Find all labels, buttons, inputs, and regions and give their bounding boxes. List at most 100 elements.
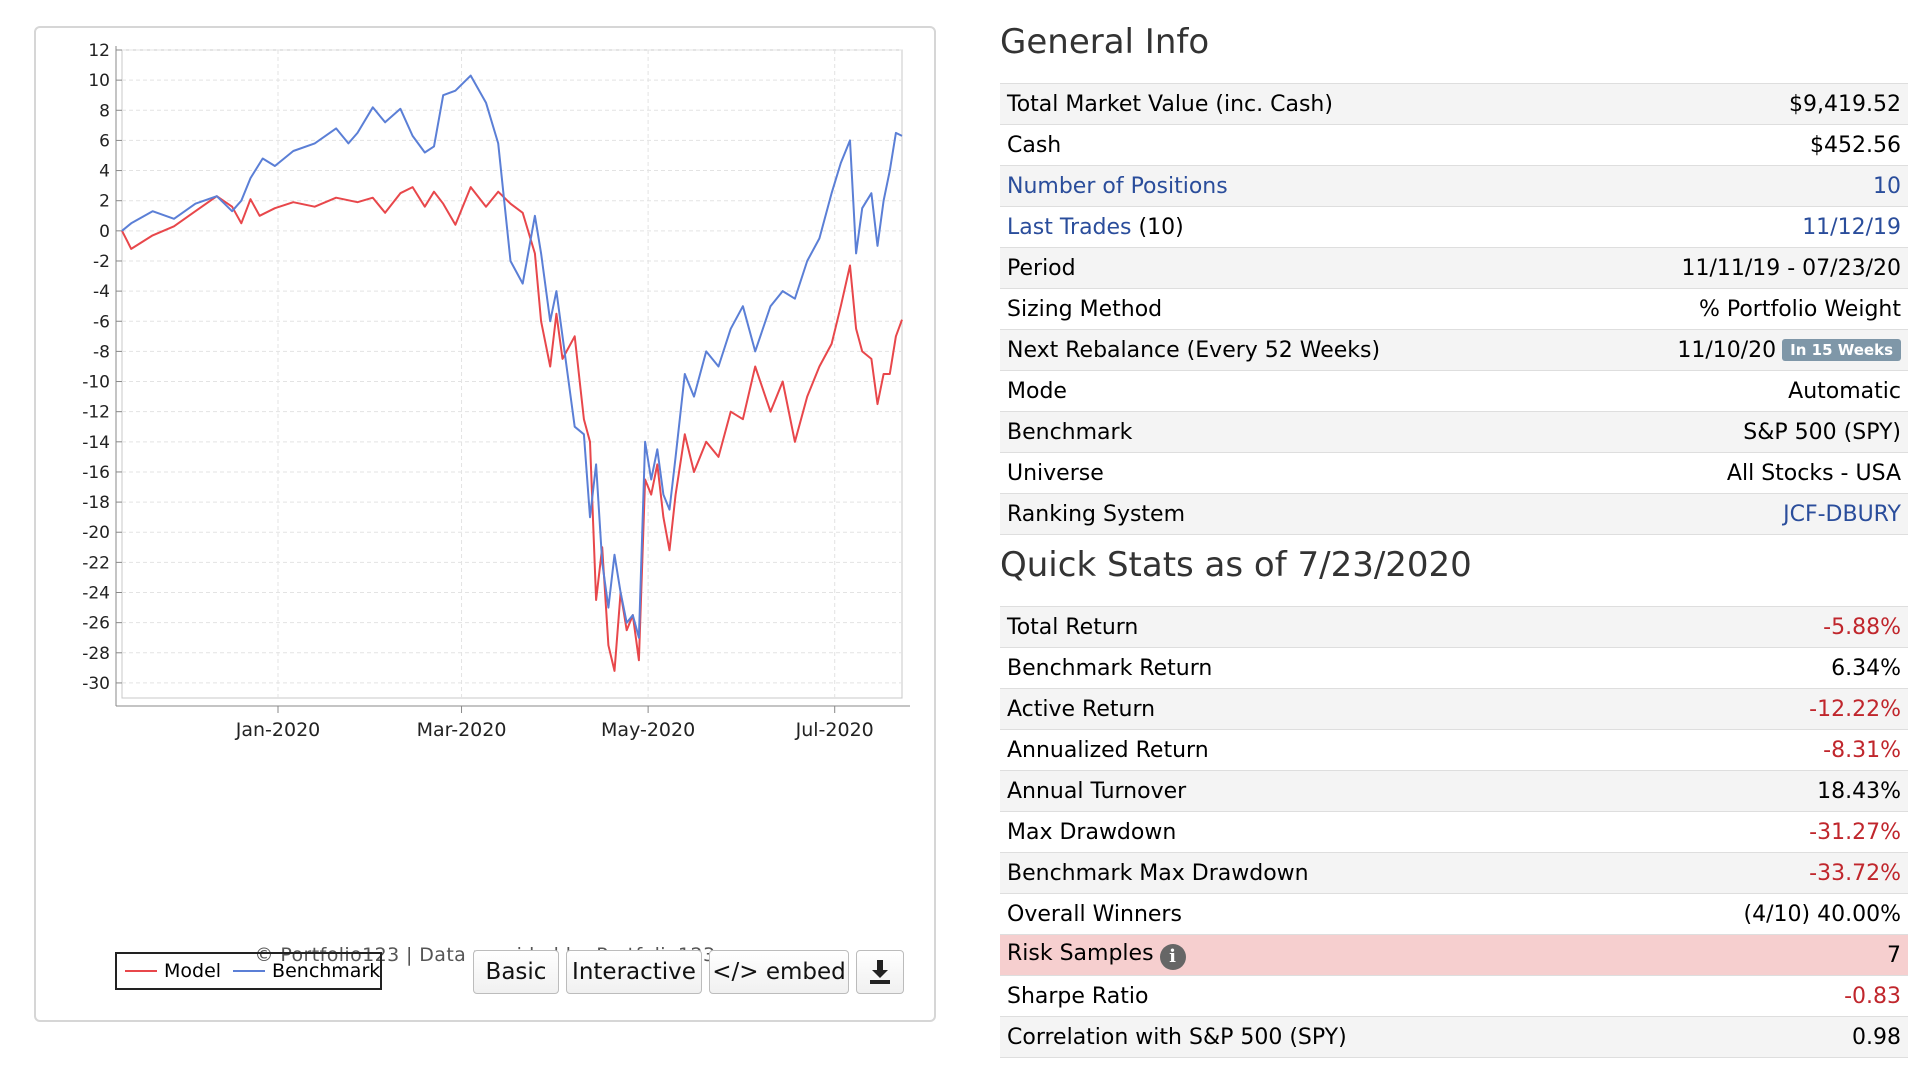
y-tick-label: 0 xyxy=(99,222,110,242)
row-label: Sizing Method xyxy=(1000,288,1563,330)
row-label: Active Return xyxy=(1000,688,1612,730)
table-row: Risk Samples i 7 xyxy=(1000,934,1908,976)
y-tick-label: -4 xyxy=(93,282,110,302)
table-row: Next Rebalance (Every 52 Weeks) 11/10/20… xyxy=(1000,329,1908,371)
table-row: Benchmark S&P 500 (SPY) xyxy=(1000,411,1908,453)
table-row: Total Market Value (inc. Cash) $9,419.52 xyxy=(1000,83,1908,125)
series-line-model[interactable] xyxy=(121,186,903,672)
row-value: 6.34% xyxy=(1611,647,1908,689)
row-label: Overall Winners xyxy=(1000,893,1612,935)
row-value: -5.88% xyxy=(1611,606,1908,648)
row-label: Annual Turnover xyxy=(1000,770,1612,812)
row-value: -8.31% xyxy=(1611,729,1908,771)
legend-item-model[interactable]: Model xyxy=(125,960,221,982)
row-label: Total Return xyxy=(1000,606,1612,648)
x-tick-label: Jan-2020 xyxy=(235,719,321,741)
download-icon xyxy=(870,960,890,984)
row-value: 0.98 xyxy=(1611,1016,1908,1058)
row-value: 11/11/19 - 07/23/20 xyxy=(1562,247,1908,289)
legend-swatch-benchmark xyxy=(233,970,266,972)
y-tick-label: -2 xyxy=(93,252,110,272)
y-tick-label: 6 xyxy=(99,131,110,151)
next-rebalance-date: 11/10/20 xyxy=(1677,337,1777,363)
row-value: S&P 500 (SPY) xyxy=(1562,411,1908,453)
row-value: -0.83 xyxy=(1611,975,1908,1017)
plot-area xyxy=(121,49,903,699)
general-info-title: General Info xyxy=(1000,22,1210,62)
performance-chart[interactable]: 12 10 8 6 4 2 0 -2 -4 -6 -8 -10 -12 -14 -16 -18 -20 -22 -2… xyxy=(36,28,934,928)
row-label: Sharpe Ratio xyxy=(1000,975,1612,1017)
y-tick-label: 10 xyxy=(88,71,110,91)
y-tick-label: -6 xyxy=(93,312,110,332)
row-value: % Portfolio Weight xyxy=(1562,288,1908,330)
row-label: Annualized Return xyxy=(1000,729,1612,771)
row-label: Correlation with S&P 500 (SPY) xyxy=(1000,1016,1612,1058)
table-row: Ranking System JCF-DBURY xyxy=(1000,493,1908,535)
table-row: Last Trades (10) 11/12/19 xyxy=(1000,206,1908,248)
row-value: -31.27% xyxy=(1611,811,1908,853)
row-label: Max Drawdown xyxy=(1000,811,1612,853)
legend-label-benchmark: Benchmark xyxy=(272,960,381,982)
row-label: Cash xyxy=(1000,124,1563,166)
row-value: Automatic xyxy=(1562,370,1908,412)
row-label: Mode xyxy=(1000,370,1563,412)
y-tick-label: 4 xyxy=(99,162,110,182)
y-tick-label: -20 xyxy=(82,523,110,543)
row-value: -12.22% xyxy=(1611,688,1908,730)
row-label: Benchmark Return xyxy=(1000,647,1612,689)
row-value: $9,419.52 xyxy=(1562,83,1908,125)
row-value: All Stocks - USA xyxy=(1562,452,1908,494)
y-tick-label: -24 xyxy=(82,584,110,604)
row-label: Benchmark Max Drawdown xyxy=(1000,852,1612,894)
x-tick-label: Mar-2020 xyxy=(417,719,507,741)
row-value: (4/10) 40.00% xyxy=(1611,893,1908,935)
rebalance-badge: In 15 Weeks xyxy=(1782,338,1901,361)
basic-button[interactable]: Basic xyxy=(473,950,559,994)
table-row: Number of Positions 10 xyxy=(1000,165,1908,207)
info-icon[interactable]: i xyxy=(1159,943,1186,970)
table-row: Active Return -12.22% xyxy=(1000,688,1908,730)
y-tick-label: -22 xyxy=(82,553,110,573)
row-label: Ranking System xyxy=(1000,493,1563,535)
table-row: Mode Automatic xyxy=(1000,370,1908,412)
quick-stats-title: Quick Stats as of 7/23/2020 xyxy=(1000,545,1472,585)
legend-label-model: Model xyxy=(164,960,222,982)
row-value: -33.72% xyxy=(1611,852,1908,894)
table-row: Annualized Return -8.31% xyxy=(1000,729,1908,771)
legend-item-benchmark[interactable]: Benchmark xyxy=(233,960,380,982)
quick-stats-table: Total Return -5.88% Benchmark Return 6.3… xyxy=(1000,606,1908,1058)
ranking-system-link[interactable]: JCF-DBURY xyxy=(1783,501,1901,527)
y-tick-label: -10 xyxy=(82,373,110,393)
number-of-positions-link[interactable]: Number of Positions xyxy=(1007,173,1228,199)
y-tick-label: -16 xyxy=(82,463,110,483)
table-row: Sizing Method % Portfolio Weight xyxy=(1000,288,1908,330)
y-tick-label: 2 xyxy=(99,192,110,212)
embed-button[interactable]: </> embed xyxy=(709,950,849,994)
table-row: Benchmark Max Drawdown -33.72% xyxy=(1000,852,1908,894)
table-row: Period 11/11/19 - 07/23/20 xyxy=(1000,247,1908,289)
interactive-button[interactable]: Interactive xyxy=(566,950,702,994)
row-label: Next Rebalance (Every 52 Weeks) xyxy=(1000,329,1563,371)
chart-legend: Model Benchmark xyxy=(115,952,382,990)
last-trades-link[interactable]: Last Trades xyxy=(1007,214,1132,240)
table-row: Max Drawdown -31.27% xyxy=(1000,811,1908,853)
row-value: $452.56 xyxy=(1562,124,1908,166)
y-tick-label: -12 xyxy=(82,403,110,423)
row-label: Risk Samples xyxy=(1007,940,1154,966)
x-tick-label: Jul-2020 xyxy=(795,719,874,741)
positions-count-link[interactable]: 10 xyxy=(1873,173,1901,199)
table-row: Benchmark Return 6.34% xyxy=(1000,647,1908,689)
row-label: Total Market Value (inc. Cash) xyxy=(1000,83,1563,125)
y-tick-label: -30 xyxy=(82,674,110,694)
download-button[interactable] xyxy=(856,950,904,994)
y-tick-label: 12 xyxy=(88,41,110,61)
x-tick-label: May-2020 xyxy=(601,719,695,741)
last-trades-date-link[interactable]: 11/12/19 xyxy=(1802,214,1901,240)
general-info-table: Total Market Value (inc. Cash) $9,419.52… xyxy=(1000,83,1908,535)
table-row: Universe All Stocks - USA xyxy=(1000,452,1908,494)
y-tick-label: -28 xyxy=(82,644,110,664)
row-label: Benchmark xyxy=(1000,411,1563,453)
row-value: 18.43% xyxy=(1611,770,1908,812)
series-line-benchmark[interactable] xyxy=(121,74,903,639)
row-value: 7 xyxy=(1611,934,1908,976)
